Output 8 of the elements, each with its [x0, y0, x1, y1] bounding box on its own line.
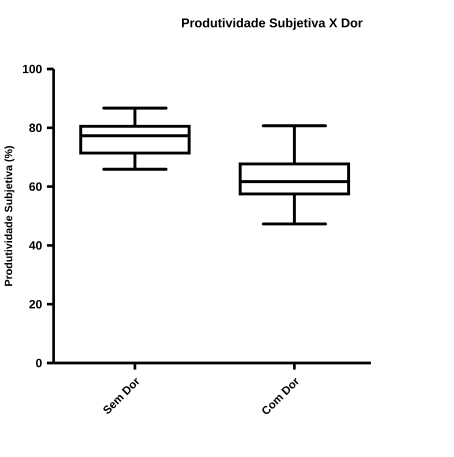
- y-tick-label: 80: [29, 124, 42, 132]
- y-tick-label: 40: [29, 241, 42, 250]
- y-tick-label: 20: [29, 300, 42, 308]
- chart-title: Produtividade Subjetiva X Dor: [182, 18, 363, 30]
- y-tick-label: 100: [22, 64, 42, 74]
- y-tick-label: 60: [29, 182, 42, 191]
- y-tick-label: 0: [36, 358, 42, 368]
- y-axis-title: Produtividade Subjetiva (%): [4, 146, 14, 286]
